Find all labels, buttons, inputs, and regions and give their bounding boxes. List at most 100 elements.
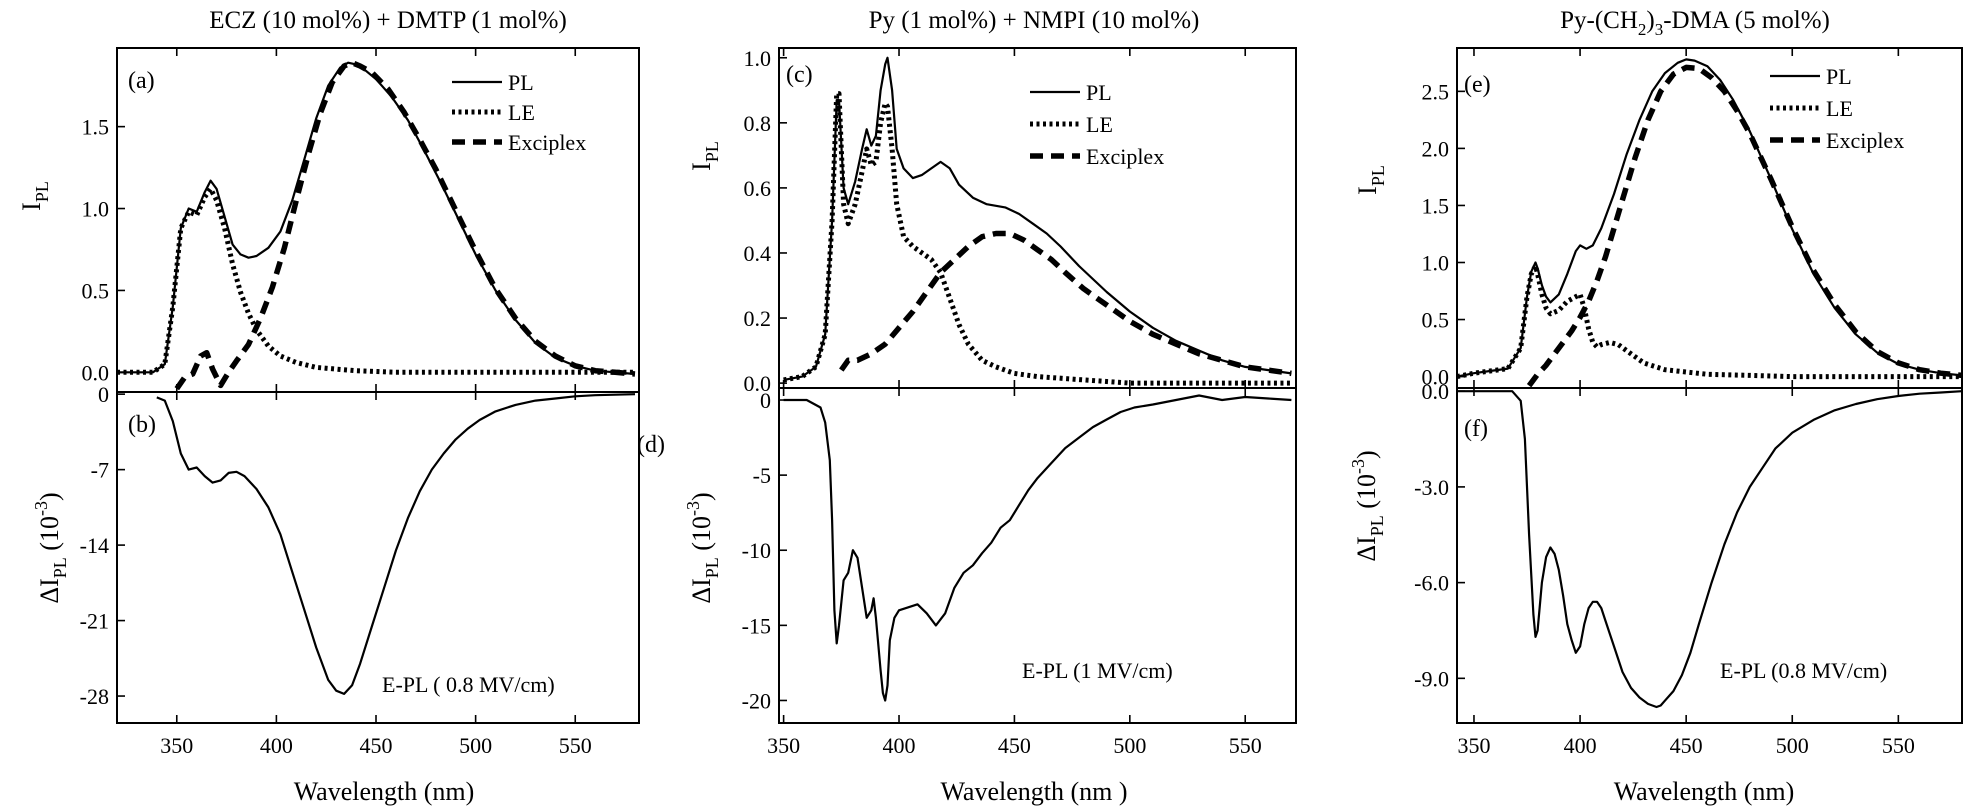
chart-panel-d: (d) E-PL (1 MV/cm) 350 400 450 500 550 0 -5 -10… (637, 387, 1297, 758)
panel-3-legend-label-pl: PL (1086, 80, 1112, 105)
panel-3-series-pl (783, 56, 1292, 381)
panel-3-frame (778, 47, 1297, 389)
panel-6-ytick-label-3: -9.0 (1414, 666, 1449, 691)
panel-6-ytick-label-1: -3.0 (1414, 475, 1449, 500)
panel-6-ytick-label-0: 0.0 (1422, 379, 1450, 404)
title-subscript-3: 3 (1655, 20, 1664, 39)
y-axis-label-d-sub: PL (702, 557, 722, 578)
panel-1-series-pl (117, 61, 636, 376)
panel-4-ytick-label-2: -10 (742, 538, 771, 563)
panel-4-xtick-label-400: 400 (883, 733, 916, 758)
y-axis-label-e-sub: PL (1368, 165, 1388, 186)
panel-2-xtick-label-400: 400 (260, 733, 293, 758)
panel-2-xtick-label-450: 450 (360, 733, 393, 758)
panel-label-a: (a) (128, 68, 155, 94)
panel-5-series-exciplex (1526, 64, 1963, 388)
panel-1-legend-label-le: LE (508, 100, 535, 125)
panel-4-xtick-label-500: 500 (1113, 733, 1146, 758)
panel-4-xtick-label-550: 550 (1229, 733, 1262, 758)
panel-2-ytick-label-3: -21 (80, 609, 109, 634)
y-axis-label-f-exp: -3 (1348, 459, 1368, 474)
panel-3-legend-label-exciplex: Exciplex (1086, 144, 1164, 169)
panel-4-ytick-label-1: -5 (753, 463, 771, 488)
column-1-title: ECZ (10 mol%) + DMTP (1 mol%) (209, 7, 567, 34)
panel-1-legend-label-pl: PL (508, 70, 534, 95)
panel-5-ytick-label-3: 1.5 (1422, 193, 1450, 218)
panel-2-ytick-label-2: -14 (80, 533, 109, 558)
y-axis-label-a-sub: PL (32, 181, 52, 202)
panel-5-series-pl (1456, 58, 1963, 378)
panel-2-ytick-label-4: -28 (80, 684, 109, 709)
panel-3-series-le (783, 91, 1292, 386)
panel-2-frame (116, 391, 640, 724)
panel-6-series-e-pl (1457, 390, 1963, 709)
column-2: Py (1 mol%) + NMPI (10 mol%) (c) 0.0 0.2 0… (637, 7, 1297, 806)
y-axis-label-b: ΔIPL (10-3) (31, 492, 70, 603)
panel-label-b: (b) (128, 412, 156, 438)
chart-panel-a: (a) 0.0 0.5 1.0 1.5 PL LE Exciplex (82, 47, 640, 393)
column-1: ECZ (10 mol%) + DMTP (1 mol%) (a) 0.0 0.5… (17, 7, 640, 806)
panel-4-xtick-label-350: 350 (767, 733, 800, 758)
panel-1-series-exciplex (174, 59, 636, 391)
y-axis-label-d: ΔIPL (10-3) (683, 492, 722, 603)
panel-3-legend-label-le: LE (1086, 112, 1113, 137)
panel-6-xtick-label-500: 500 (1776, 733, 1809, 758)
panel-1-frame (116, 47, 640, 393)
y-axis-label-e: IPL (1353, 165, 1388, 195)
annotation-f: E-PL (0.8 MV/cm) (1720, 658, 1887, 683)
y-axis-label-d-close: ) (687, 492, 716, 501)
title-rest: -DMA (5 mol%) (1663, 7, 1830, 34)
panel-3-ytick-label-5: 1.0 (744, 46, 772, 71)
panel-5-frame (1456, 47, 1963, 389)
panel-3-ytick-label-2: 0.4 (744, 241, 772, 266)
y-axis-label-f-close: ) (1352, 450, 1381, 459)
panel-2-series-e-pl (156, 393, 636, 695)
chart-panel-e: (e) 0.0 0.5 1.0 1.5 2.0 2.5 PL LE Exciplex (1422, 47, 1963, 390)
chart-panel-c: (c) 0.0 0.2 0.4 0.6 0.8 1.0 PL LE Exciplex (744, 46, 1297, 396)
panel-4-ytick-label-0: 0 (760, 388, 771, 413)
panel-3-ytick-label-0: 0.0 (744, 371, 772, 396)
panel-5-legend-label-le: LE (1826, 96, 1853, 121)
panel-4-ytick-label-3: -15 (742, 613, 771, 638)
panel-3-series-exciplex (839, 230, 1292, 377)
y-axis-label-b-sub: PL (50, 557, 70, 578)
panel-5-ytick-label-4: 2.0 (1422, 136, 1450, 161)
panel-6-xtick-label-400: 400 (1564, 733, 1597, 758)
panel-5-ytick-label-2: 1.0 (1422, 250, 1450, 275)
x-axis-label-3: Wavelength (nm) (1614, 777, 1795, 806)
chart-panel-f: (f) E-PL (0.8 MV/cm) 350 400 450 500 550 0.0 -… (1414, 379, 1963, 758)
y-axis-label-d-unit: (10 (687, 516, 716, 557)
panel-6-xtick-label-350: 350 (1457, 733, 1490, 758)
y-axis-label-c: IPL (687, 141, 722, 171)
column-3: Py-(CH2)3-DMA (5 mol%) (e) 0.0 0.5 1.0 1.5 2… (1348, 7, 1963, 806)
panel-1-ytick-label-1: 0.5 (82, 278, 110, 303)
panel-1-legend-label-exciplex: Exciplex (508, 130, 586, 155)
panel-1-ytick-label-2: 1.0 (82, 197, 110, 222)
panel-label-d: (d) (637, 432, 665, 458)
panel-5-ytick-label-1: 0.5 (1422, 308, 1450, 333)
x-axis-label-1: Wavelength (nm) (294, 777, 475, 806)
y-axis-label-f-unit: (10 (1352, 474, 1381, 515)
y-axis-label-c-sub: PL (702, 141, 722, 162)
column-3-title: Py-(CH2)3-DMA (5 mol%) (1560, 7, 1830, 39)
panel-5-legend-label-exciplex: Exciplex (1826, 128, 1904, 153)
panel-4-ytick-label-4: -20 (742, 688, 771, 713)
title-subscript-2: 2 (1638, 20, 1647, 39)
panel-3-ytick-label-1: 0.2 (744, 306, 772, 331)
panel-2-xtick-label-500: 500 (459, 733, 492, 758)
y-axis-label-b-unit: (10 (35, 516, 64, 557)
panel-label-c: (c) (786, 62, 813, 88)
panel-2-xtick-label-550: 550 (559, 733, 592, 758)
panel-1-series-le (117, 186, 635, 375)
panel-6-ytick-label-2: -6.0 (1414, 571, 1449, 596)
y-axis-label-d-exp: -3 (683, 501, 703, 516)
panel-label-f: (f) (1464, 416, 1488, 442)
panel-5-series-le (1456, 263, 1962, 380)
panel-3-ytick-label-4: 0.8 (744, 111, 772, 136)
column-2-title: Py (1 mol%) + NMPI (10 mol%) (869, 7, 1200, 34)
panel-6-frame (1456, 387, 1963, 724)
panel-4-series-e-pl (783, 394, 1292, 702)
panel-1-ytick-label-3: 1.5 (82, 115, 110, 140)
panel-4-frame (778, 387, 1297, 724)
panel-2-ytick-label-0: 0 (98, 382, 109, 407)
